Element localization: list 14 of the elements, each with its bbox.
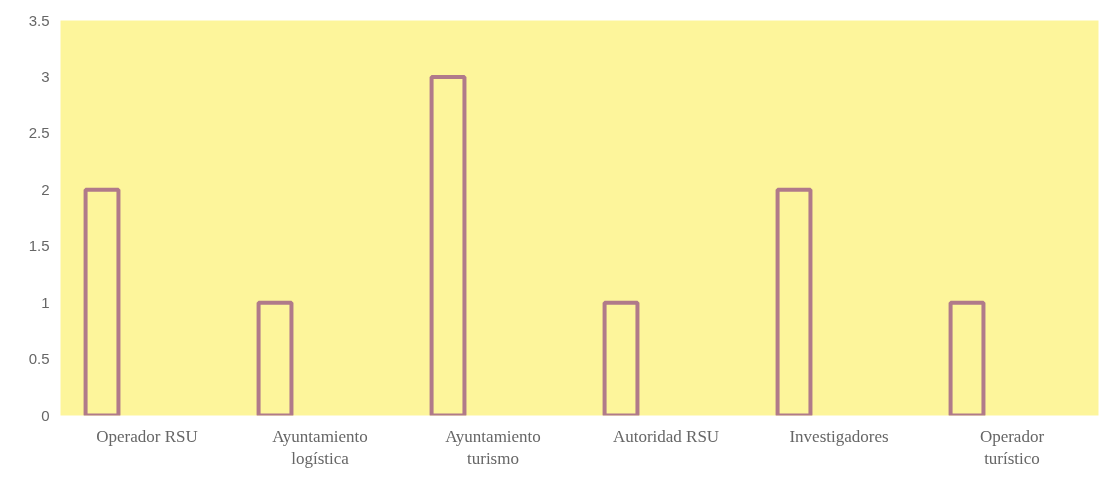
y-tick-label: 2 <box>41 180 50 198</box>
y-tick-label: 1 <box>41 293 50 311</box>
y-tick-label: 0.5 <box>28 350 50 368</box>
x-tick-label: Ayuntamiento logística <box>272 426 368 469</box>
x-tick-label: Autoridad RSU <box>612 426 720 446</box>
y-tick-label: 2.5 <box>28 124 50 142</box>
x-tick-label: Operador RSU <box>96 426 198 446</box>
y-tick-label: 1.5 <box>28 237 50 255</box>
y-tick-label: 0 <box>41 406 50 424</box>
x-tick-label: Operador turístico <box>979 426 1045 469</box>
y-tick-label: 3.5 <box>28 11 50 29</box>
y-tick-label: 3 <box>41 67 50 85</box>
x-tick-label: Investigadores <box>789 426 889 446</box>
x-tick-label: Ayuntamiento turismo <box>445 426 541 469</box>
